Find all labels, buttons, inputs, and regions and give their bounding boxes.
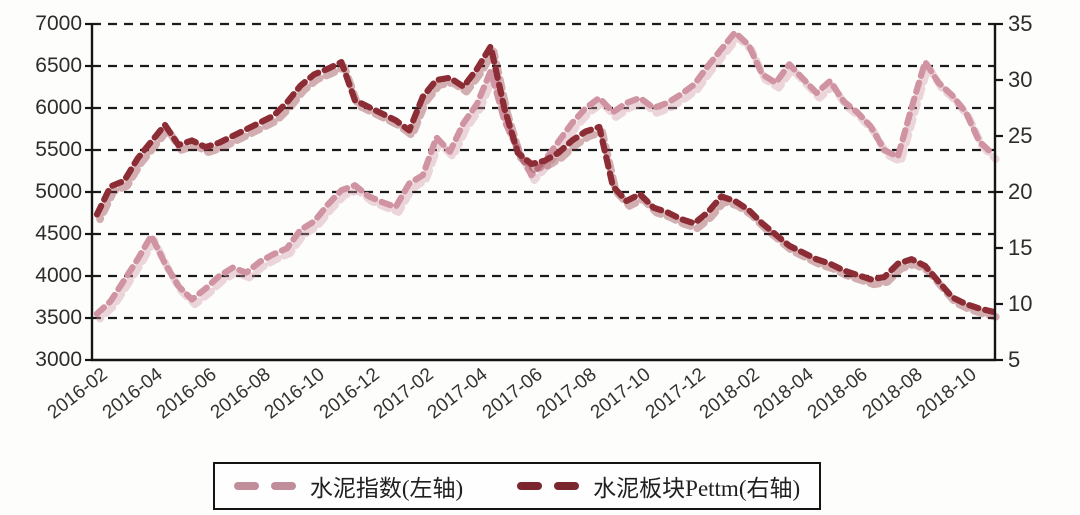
left-axis-tick-label-4500: 4500 (35, 222, 82, 245)
legend-label-pe-ttm: 水泥板块Pettm(右轴) (593, 476, 801, 501)
right-axis-tick-label-15: 15 (1008, 235, 1033, 260)
left-axis-tick-label-5000: 5000 (35, 180, 82, 203)
legend-label-cement-index: 水泥指数(左轴) (309, 476, 464, 501)
cement-index-dash-swatch (233, 482, 296, 490)
right-axis-tick-label-35: 35 (1008, 11, 1033, 36)
right-axis-tick-label-25: 25 (1008, 123, 1033, 148)
legend: 水泥指数(左轴) 水泥板块Pettm(右轴) (213, 462, 821, 510)
right-axis-tick-label-10: 10 (1008, 291, 1033, 316)
left-axis-tick-label-3500: 3500 (35, 306, 82, 329)
pe-ttm-dash-swatch (517, 482, 580, 490)
right-axis-tick-label-5: 5 (1008, 347, 1021, 372)
legend-item-cement-index: 水泥指数(左轴) (233, 469, 464, 503)
left-axis-tick-label-4000: 4000 (35, 264, 82, 287)
left-axis-tick-label-5500: 5500 (35, 138, 82, 161)
right-axis-tick-label-30: 30 (1008, 67, 1033, 92)
right-axis-tick-label-20: 20 (1008, 179, 1033, 204)
left-axis-tick-label-6000: 6000 (35, 96, 82, 119)
left-axis-tick-label-6500: 6500 (35, 54, 82, 77)
series-pe-ttm (93, 43, 997, 315)
left-axis-tick-label-7000: 7000 (35, 12, 82, 35)
left-axis-tick-label-3000: 3000 (35, 348, 82, 371)
series-echo-1 (96, 47, 1000, 321)
legend-item-pe-ttm: 水泥板块Pettm(右轴) (517, 469, 800, 503)
